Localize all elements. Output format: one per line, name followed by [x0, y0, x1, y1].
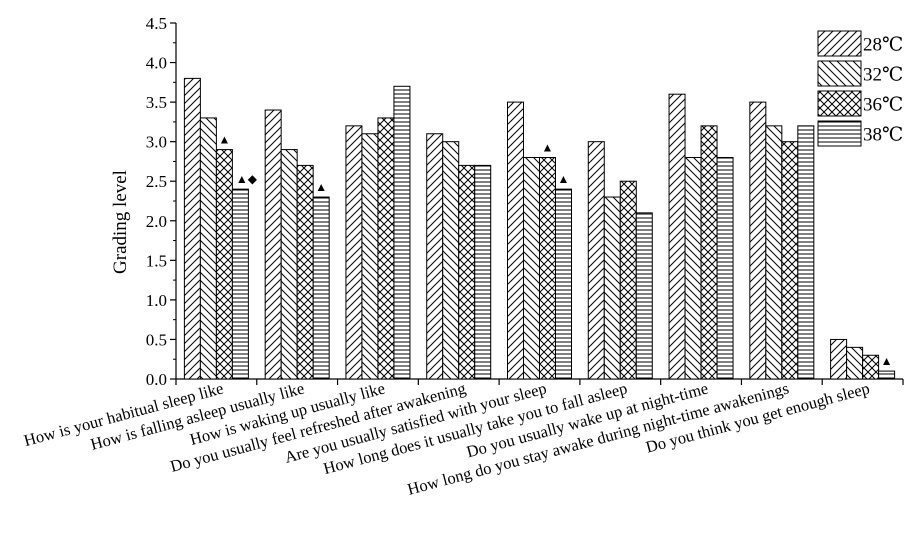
significance-marker: ▲ [881, 354, 893, 368]
bar-1-2 [296, 164, 314, 380]
bar-4-2 [539, 156, 556, 380]
bar-4-3 [555, 188, 572, 380]
bar-6-3 [716, 156, 734, 380]
significance-marker: ▲ [218, 133, 230, 147]
bar-6-0 [668, 93, 686, 380]
legend-swatch [817, 60, 862, 87]
legend-label: 28℃ [863, 35, 903, 56]
y-tick-label: 4.0 [146, 54, 167, 73]
y-tick-label: 4.5 [146, 14, 167, 33]
bar-4-1 [523, 156, 540, 380]
bar-5-1 [603, 196, 621, 380]
bar-6-1 [684, 156, 702, 380]
legend-label: 38℃ [863, 125, 903, 146]
bar-3-2 [458, 164, 476, 380]
y-tick-label: 3.5 [146, 93, 167, 112]
bar-5-3 [635, 212, 653, 380]
y-tick-label: 1.0 [146, 291, 167, 310]
bar-2-1 [361, 133, 379, 380]
bar-8-1 [846, 346, 864, 380]
bar-3-1 [442, 141, 460, 380]
bar-0-1 [199, 117, 217, 380]
y-tick-label: 0.5 [146, 330, 167, 349]
y-tick-label: 3.0 [146, 133, 167, 152]
bar-7-3 [797, 125, 815, 380]
legend-label: 32℃ [863, 65, 903, 86]
bar-1-1 [280, 149, 298, 380]
y-tick-label: 1.5 [146, 251, 167, 270]
legend-swatch [817, 120, 862, 147]
bar-3-3 [474, 164, 492, 380]
legend-swatch [817, 90, 862, 117]
bar-7-2 [781, 141, 799, 380]
significance-marker: ▲◆ [236, 172, 258, 186]
bar-7-0 [749, 101, 767, 380]
bar-2-0 [345, 125, 363, 380]
bar-4-0 [507, 101, 524, 380]
significance-marker: ▲ [542, 140, 554, 154]
significance-marker: ▲ [558, 172, 570, 186]
bar-5-0 [587, 141, 605, 380]
y-tick-label: 2.5 [146, 172, 167, 191]
bar-8-0 [830, 338, 848, 380]
bar-0-2 [215, 149, 233, 380]
bar-1-3 [312, 196, 330, 380]
bar-2-3 [393, 85, 411, 380]
bars-group [183, 77, 896, 380]
legend-label: 36℃ [863, 95, 903, 116]
legend-swatch [817, 30, 862, 57]
bar-1-0 [264, 109, 282, 380]
bar-7-1 [765, 125, 783, 380]
y-tick-label: 2.0 [146, 212, 167, 231]
legend: 28℃ 32℃ 36℃ 38℃ [817, 30, 903, 147]
bar-8-3 [878, 370, 896, 380]
significance-marker: ▲ [315, 180, 327, 194]
y-axis: 0.0 0.5 1.0 1.5 2.0 2.5 3.0 3.5 4.0 4.5 [146, 14, 177, 389]
bar-2-2 [377, 117, 395, 380]
y-tick-label: 0.0 [146, 370, 167, 389]
y-axis-label: Grading level [110, 170, 131, 274]
annotations-group: ▲ ▲◆ ▲ ▲ ▲ ▲ [218, 133, 892, 369]
bar-3-0 [426, 133, 444, 380]
bar-5-2 [619, 180, 637, 380]
bar-0-3 [231, 188, 249, 380]
bar-8-2 [862, 354, 880, 380]
bar-6-2 [700, 125, 718, 380]
bar-0-0 [183, 77, 201, 380]
